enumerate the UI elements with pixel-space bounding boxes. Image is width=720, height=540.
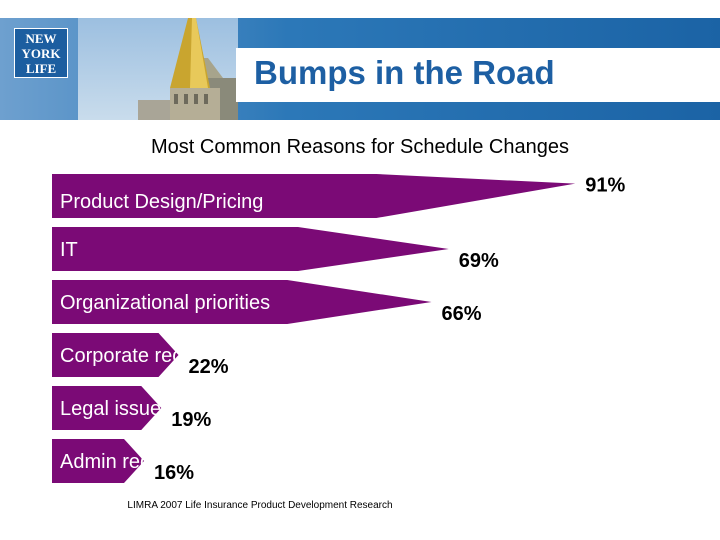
title-bar	[236, 48, 720, 102]
value-label: 19%	[171, 409, 211, 431]
new-york-life-logo: NEW YORK LIFE	[14, 28, 68, 78]
bar-product-design-pricing	[52, 174, 576, 218]
value-label: 22%	[189, 356, 229, 378]
category-label: Corporate requirements	[60, 345, 271, 367]
bar-legal-issues	[52, 386, 162, 430]
header: NEW YORK LIFE Bumps in the Road	[0, 0, 720, 120]
building-icon	[138, 18, 238, 120]
building-photo	[78, 18, 238, 120]
value-label: 16%	[154, 462, 194, 484]
value-label: 66%	[442, 303, 482, 325]
bar-admin-req-	[52, 439, 144, 483]
source-note: LIMRA 2007 Life Insurance Product Develo…	[127, 500, 393, 511]
page-title: Bumps in the Road	[254, 54, 555, 91]
value-label: 91%	[585, 175, 625, 197]
chart-title: Most Common Reasons for Schedule Changes	[151, 136, 569, 158]
value-label: 69%	[459, 250, 499, 272]
category-label: Legal issues	[60, 398, 171, 420]
bar-corporate-requirements	[52, 333, 179, 377]
category-label: Admin req.	[60, 451, 157, 473]
category-label: IT	[60, 239, 78, 261]
category-label: Product Design/Pricing	[60, 191, 263, 213]
bar-it	[52, 227, 449, 271]
category-label: Organizational priorities	[60, 292, 270, 314]
bar-organizational-priorities	[52, 280, 432, 324]
